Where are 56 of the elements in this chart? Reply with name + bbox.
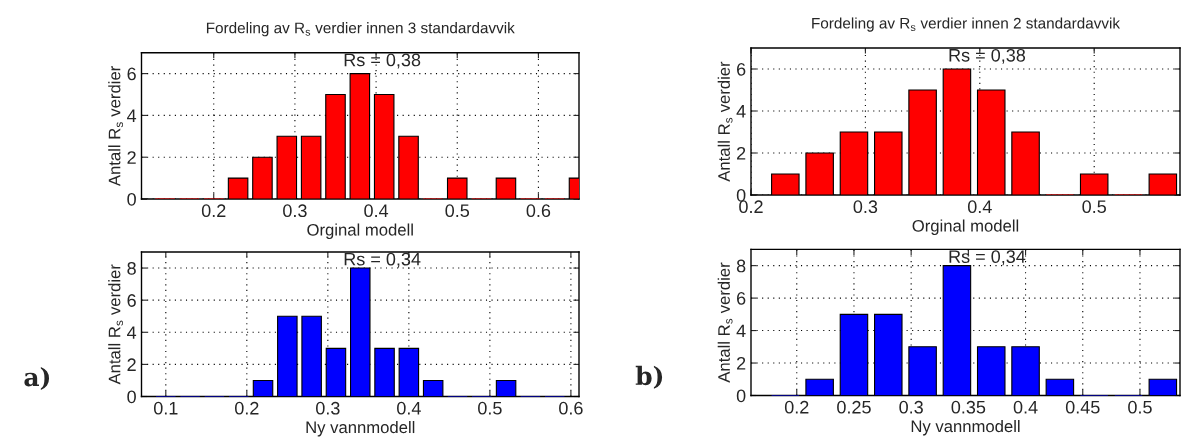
y-tick-label: 2	[737, 356, 746, 370]
y-tick-label: 8	[127, 261, 136, 275]
x-tick-label: 0.2	[201, 204, 226, 218]
x-tick-label: 0.3	[899, 400, 923, 414]
x-tick-label: 0.25	[837, 400, 871, 414]
y-tick-label: 4	[127, 326, 137, 339]
y-tick-label: 6	[737, 292, 746, 305]
y-axis-title: Antall R$_{s}$ verdier	[108, 66, 124, 187]
annotation: Rs = 0,38	[344, 53, 421, 69]
text: b)	[635, 365, 663, 389]
x-tick-label: 0.2	[234, 401, 259, 415]
chart-title: Fordeling av R$_{s}$ verdier innen 3 standardavvik	[206, 22, 515, 37]
x-tick-label: 0.45	[1065, 400, 1100, 414]
y-tick-label: 0	[127, 390, 136, 404]
y-axis-title: Antall R$_{s}$ verdier	[717, 61, 733, 182]
x-tick-label: 0.3	[853, 200, 878, 214]
x-axis-title: Orginal modell	[307, 223, 413, 240]
x-tick-label: 0.4	[1013, 400, 1038, 414]
chart-title: Fordeling av R$_{s}$ verdier innen 2 standardavvik	[812, 17, 1121, 32]
x-tick-label: 0.5	[1082, 200, 1106, 214]
y-tick-label: 0	[736, 188, 746, 202]
annotation: Rs = 0,38	[949, 48, 1026, 64]
x-tick-label: 0.6	[559, 401, 583, 415]
x-tick-label: 0.35	[951, 400, 986, 414]
annotation: Rs = 0,34	[344, 252, 421, 268]
x-tick-label: 0.3	[316, 401, 340, 415]
y-tick-label: 2	[127, 358, 136, 371]
y-tick-label: 0	[736, 389, 746, 403]
y-axis-title: Antall R$_{s}$ verdier	[717, 262, 733, 383]
y-tick-label: 2	[127, 151, 136, 164]
y-tick-label: 4	[736, 105, 746, 118]
x-tick-label: 0.4	[967, 200, 992, 214]
x-tick-label: 0.2	[739, 200, 763, 214]
y-axis-title: Antall R$_{s}$ verdier	[108, 264, 124, 385]
x-tick-label: 0.5	[1128, 400, 1152, 414]
annotation: Rs = 0,34	[949, 250, 1026, 266]
y-tick-label: 6	[737, 62, 746, 76]
x-tick-label: 0.1	[153, 401, 178, 415]
text: a)	[24, 367, 50, 390]
y-tick-label: 8	[736, 259, 746, 273]
x-tick-label: 0.4	[364, 204, 389, 218]
y-tick-label: 2	[737, 146, 746, 160]
y-tick-label: 6	[127, 67, 136, 81]
x-tick-label: 0.4	[397, 401, 421, 415]
x-tick-label: 0.3	[283, 204, 307, 218]
x-axis-title: Ny vannmodell	[911, 419, 1020, 436]
x-axis-title: Ny vannmodell	[306, 420, 415, 437]
x-axis-title: Orginal modell	[912, 219, 1019, 236]
x-tick-label: 0.6	[526, 204, 551, 218]
x-tick-label: 0.5	[478, 401, 502, 415]
y-tick-label: 4	[127, 109, 137, 122]
x-tick-label: 0.2	[784, 400, 809, 414]
x-tick-label: 0.5	[445, 204, 470, 218]
y-tick-label: 6	[127, 294, 136, 307]
y-tick-label: 4	[736, 324, 746, 338]
y-tick-label: 0	[127, 192, 136, 206]
